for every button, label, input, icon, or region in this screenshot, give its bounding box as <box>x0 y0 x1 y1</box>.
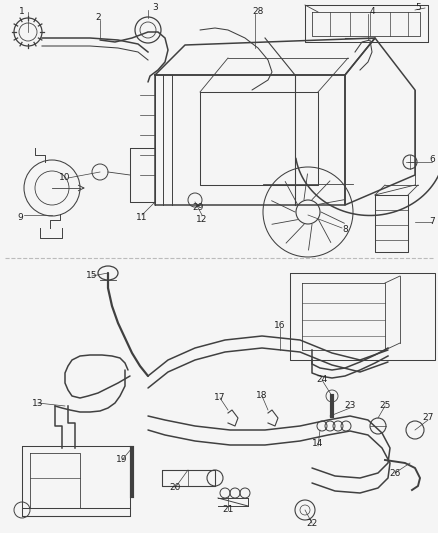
Text: 21: 21 <box>223 505 234 514</box>
Text: 20: 20 <box>170 483 181 492</box>
Text: 9: 9 <box>17 214 23 222</box>
Text: 15: 15 <box>86 271 98 280</box>
Text: 2: 2 <box>95 13 101 22</box>
Text: 6: 6 <box>429 156 435 165</box>
Text: 18: 18 <box>256 392 268 400</box>
Text: 16: 16 <box>274 321 286 330</box>
Text: 5: 5 <box>415 4 421 12</box>
Text: 1: 1 <box>19 7 25 17</box>
Text: 11: 11 <box>136 214 148 222</box>
Text: 29: 29 <box>192 204 204 213</box>
Text: 3: 3 <box>152 4 158 12</box>
Text: 19: 19 <box>116 456 128 464</box>
Text: 4: 4 <box>369 7 375 17</box>
Text: 24: 24 <box>316 376 328 384</box>
Text: 12: 12 <box>196 215 208 224</box>
Text: 25: 25 <box>379 401 391 410</box>
Text: 26: 26 <box>389 469 401 478</box>
Text: 17: 17 <box>214 393 226 402</box>
Text: 10: 10 <box>59 174 71 182</box>
Text: 13: 13 <box>32 399 44 408</box>
Text: 7: 7 <box>429 217 435 227</box>
Text: 22: 22 <box>306 519 318 528</box>
Text: 27: 27 <box>422 414 434 423</box>
Text: 8: 8 <box>342 225 348 235</box>
Text: 23: 23 <box>344 401 356 410</box>
Text: 28: 28 <box>252 7 264 17</box>
Text: 14: 14 <box>312 439 324 448</box>
